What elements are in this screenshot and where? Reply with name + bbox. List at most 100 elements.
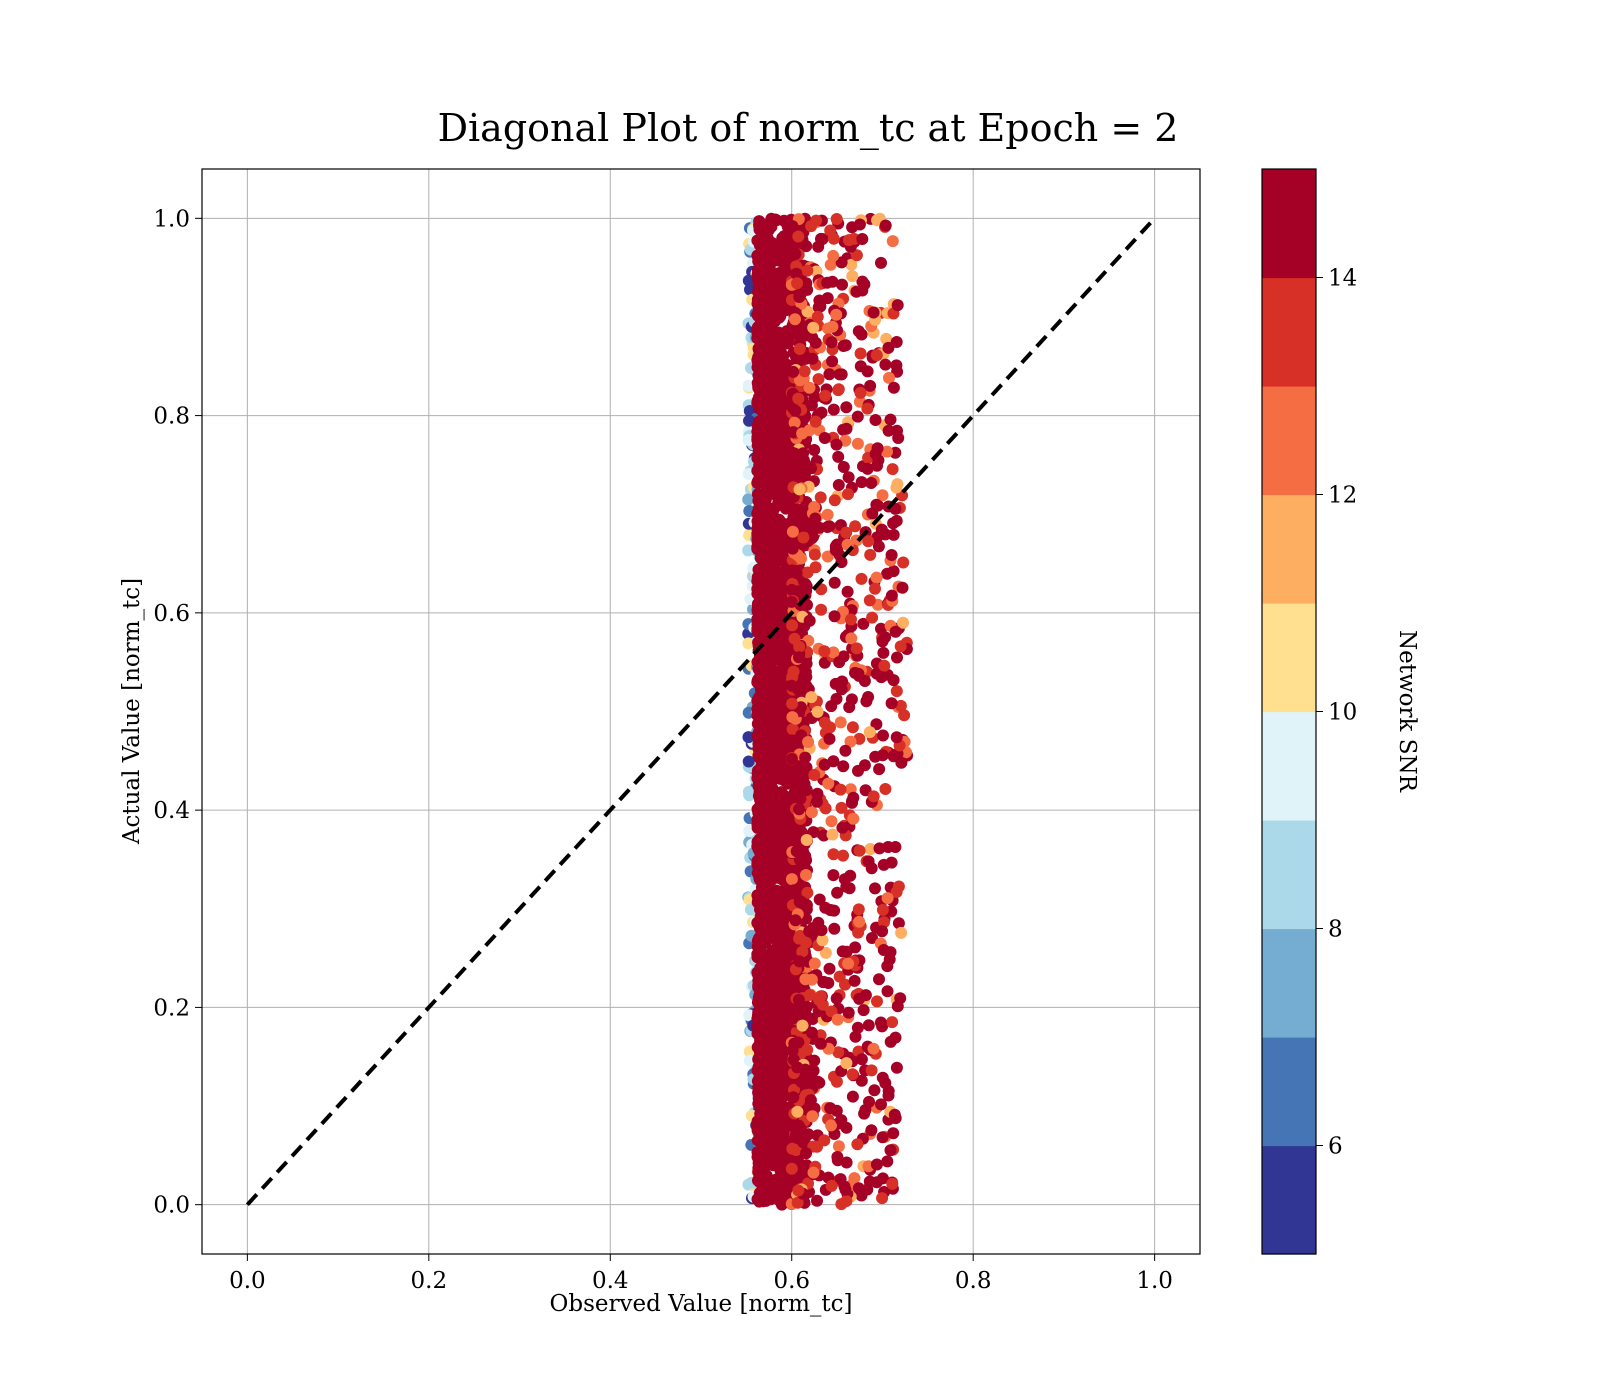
scatter-point: [787, 665, 800, 678]
scatter-point: [852, 903, 865, 916]
scatter-point: [790, 567, 803, 579]
scatter-point: [760, 291, 773, 304]
scatter-point: [839, 744, 852, 757]
colorbar-segment: [1262, 1145, 1316, 1255]
scatter-point: [808, 957, 821, 970]
scatter-point: [888, 1108, 901, 1121]
scatter-point: [825, 336, 838, 349]
scatter-point: [881, 1155, 894, 1168]
scatter-point: [832, 450, 845, 463]
scatter-point: [877, 729, 889, 742]
scatter-point: [775, 997, 788, 1010]
scatter-point: [885, 589, 898, 602]
scatter-point: [753, 219, 766, 232]
y-tick-label: 0.6: [153, 601, 190, 627]
scatter-point: [801, 1000, 813, 1013]
scatter-point: [786, 220, 799, 233]
scatter-point: [867, 306, 880, 319]
scatter-point: [897, 556, 910, 569]
scatter-point: [846, 1068, 859, 1081]
scatter-point: [832, 1140, 845, 1153]
scatter-point: [770, 382, 783, 395]
scatter-point: [755, 855, 768, 868]
scatter-point: [771, 1146, 784, 1159]
scatter-point: [774, 280, 787, 293]
scatter-point: [850, 285, 863, 298]
x-tick-label: 0.6: [773, 1268, 810, 1294]
scatter-point: [884, 1144, 897, 1157]
scatter-point: [781, 777, 794, 790]
scatter-point: [815, 603, 828, 616]
scatter-point: [842, 488, 854, 501]
scatter-point: [754, 595, 767, 608]
scatter-point: [876, 1192, 889, 1205]
scatter-point: [842, 1006, 855, 1019]
y-tick-label: 1.0: [153, 206, 190, 232]
scatter-point: [786, 723, 799, 736]
scatter-point: [751, 326, 764, 339]
scatter-point: [847, 812, 860, 825]
scatter-point: [836, 945, 849, 958]
scatter-point: [775, 639, 788, 652]
scatter-point: [818, 645, 831, 658]
scatter-point: [880, 332, 893, 345]
scatter-point: [813, 1076, 826, 1089]
scatter-point: [878, 659, 891, 672]
colorbar-segment: [1262, 1037, 1316, 1147]
scatter-point: [814, 990, 827, 1003]
scatter-point: [886, 1016, 899, 1029]
scatter-point: [751, 1120, 764, 1133]
scatter-point: [799, 666, 812, 679]
scatter-point: [894, 699, 907, 712]
scatter-point: [773, 700, 786, 713]
scatter-point: [865, 477, 878, 489]
scatter-point: [809, 512, 822, 525]
scatter-point: [794, 895, 807, 908]
scatter-point: [852, 926, 865, 939]
scatter-point: [806, 352, 819, 365]
scatter-point: [771, 602, 783, 615]
scatter-point: [800, 1147, 812, 1160]
scatter-point: [755, 520, 768, 533]
scatter-point: [742, 493, 755, 506]
scatter-point: [827, 249, 840, 262]
scatter-point: [859, 784, 872, 797]
scatter-point: [858, 278, 871, 291]
scatter-point: [879, 358, 892, 371]
scatter-point: [887, 517, 900, 530]
scatter-point: [788, 632, 801, 645]
scatter-point: [833, 368, 846, 381]
scatter-point: [753, 1134, 765, 1146]
scatter-point: [835, 1114, 848, 1127]
scatter-point: [763, 842, 776, 855]
scatter-point: [800, 784, 813, 796]
scatter-point: [842, 957, 855, 970]
scatter-point: [773, 426, 786, 439]
scatter-point: [827, 848, 840, 861]
scatter-point: [826, 355, 839, 368]
diagonal-reference-line: [245, 216, 1157, 1207]
scatter-point: [855, 1053, 868, 1066]
scatter-point: [873, 842, 886, 855]
scatter-point: [769, 213, 782, 226]
scatter-point: [837, 461, 850, 473]
scatter-point: [763, 795, 776, 808]
scatter-point: [752, 992, 765, 1005]
scatter-point: [752, 1081, 765, 1094]
scatter-point: [859, 989, 872, 1002]
y-axis-ticks: 0.0 0.2 0.4 0.6 0.8 1.0: [153, 206, 202, 1219]
scatter-point: [819, 946, 832, 959]
scatter-point: [757, 761, 770, 773]
scatter-point: [802, 736, 815, 748]
scatter-point: [830, 438, 843, 451]
scatter-point: [772, 845, 785, 858]
scatter-point: [855, 1074, 868, 1087]
scatter-point: [808, 548, 821, 561]
scatter-point: [831, 1013, 844, 1026]
scatter-point: [770, 369, 783, 382]
scatter-point: [863, 1095, 875, 1108]
scatter-point: [792, 1184, 805, 1197]
scatter-point: [808, 391, 821, 404]
scatter-point: [760, 485, 772, 498]
plot-frame: [201, 168, 1201, 1255]
